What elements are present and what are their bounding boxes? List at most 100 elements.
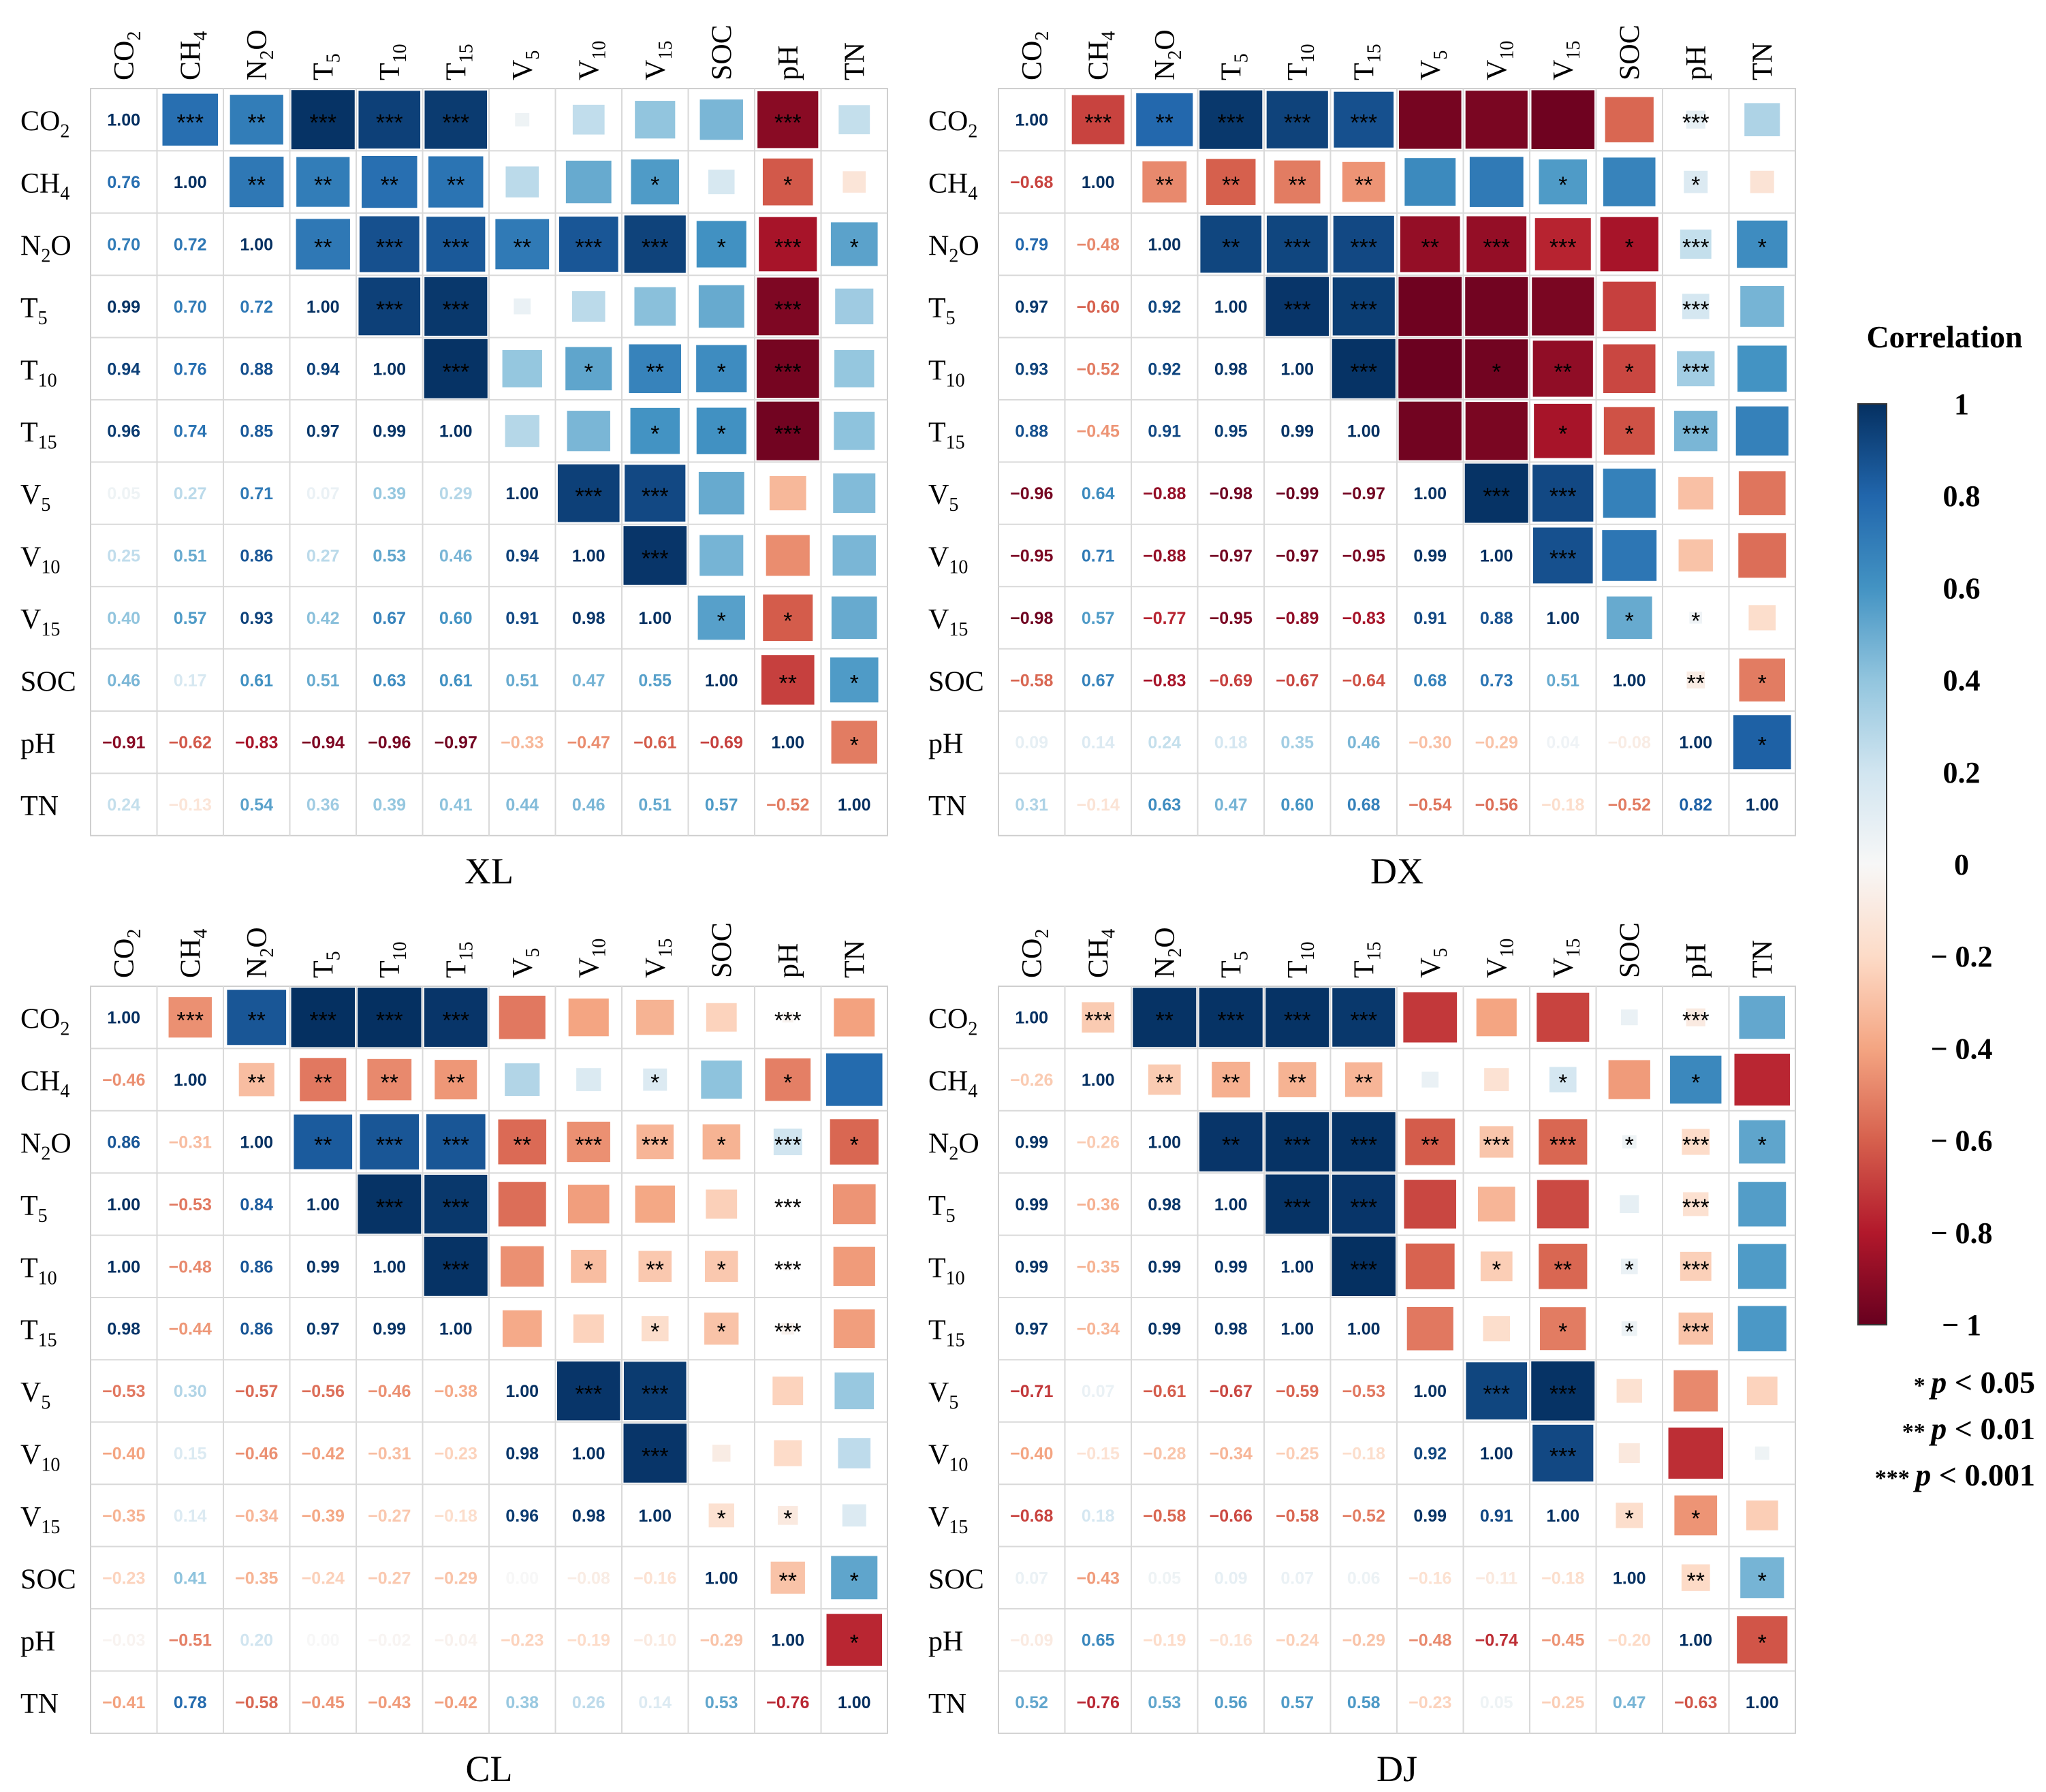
corr-value: 0.36 — [306, 796, 340, 815]
column-label: pH — [1681, 46, 1712, 80]
corr-value: 0.71 — [1082, 547, 1115, 566]
significance-mark: *** — [1284, 110, 1311, 136]
corr-square — [1746, 1500, 1778, 1530]
row-label: T15 — [20, 1315, 57, 1351]
corr-value: 1.00 — [1082, 1071, 1115, 1090]
corr-square — [424, 1236, 488, 1296]
row-label: CO2 — [928, 106, 977, 142]
significance-mark: ** — [1687, 670, 1705, 696]
corr-value: 0.91 — [1413, 609, 1447, 628]
corr-square — [296, 219, 350, 270]
corr-square — [1332, 1236, 1396, 1296]
corr-value: 1.00 — [1746, 1693, 1779, 1712]
corr-square — [1465, 402, 1528, 460]
corr-value: −0.67 — [1276, 671, 1319, 690]
corr-value: 0.64 — [1082, 484, 1115, 503]
corr-square — [565, 347, 612, 391]
significance-mark: ** — [646, 1257, 664, 1283]
corr-square — [1148, 1064, 1181, 1095]
corr-value: 1.00 — [1280, 1320, 1314, 1339]
corr-square — [498, 1119, 547, 1165]
significance-mark: * — [783, 172, 792, 198]
corr-square — [757, 91, 819, 148]
significance-mark: *** — [442, 110, 469, 136]
corr-square — [765, 1058, 811, 1101]
corr-square — [1737, 220, 1788, 268]
corr-value: 0.94 — [107, 360, 140, 379]
corr-value: 0.46 — [107, 671, 140, 690]
corr-square — [1603, 281, 1656, 332]
significance-mark: *** — [774, 235, 802, 261]
corr-value: 0.24 — [1148, 734, 1181, 753]
corr-square — [623, 1424, 687, 1483]
corr-value: 0.99 — [1015, 1133, 1048, 1152]
corr-value: 0.25 — [107, 547, 140, 566]
significance-mark: * — [1758, 1568, 1767, 1594]
corr-value: 1.00 — [1214, 1195, 1248, 1214]
corr-value: −0.89 — [1276, 609, 1319, 628]
corr-value: −0.35 — [235, 1569, 278, 1588]
corr-square — [708, 170, 735, 195]
corr-square — [1674, 411, 1718, 452]
significance-mark: * — [1758, 670, 1767, 696]
color-legend: Correlation 1 0.8 0.6 0.4 0.2 0 − 0.2 − 0.4 − 0.… — [1857, 319, 2035, 1492]
corr-value: 1.00 — [107, 111, 140, 130]
corr-value: −0.46 — [368, 1382, 411, 1401]
corr-value: −0.26 — [1077, 1133, 1120, 1152]
corr-value: 0.99 — [1148, 1320, 1181, 1339]
row-label: V15 — [928, 604, 968, 640]
corr-value: 1.00 — [771, 734, 804, 753]
corr-square — [1465, 339, 1528, 398]
corr-square — [1683, 1192, 1709, 1216]
significance-mark: *** — [575, 484, 602, 509]
corr-square — [1465, 91, 1528, 149]
corr-square — [701, 1060, 742, 1099]
corr-square — [1265, 277, 1329, 336]
corr-square — [1684, 170, 1708, 193]
significance-mark: *** — [376, 1133, 403, 1159]
significance-mark: ** — [248, 110, 266, 136]
corr-value: −0.31 — [368, 1445, 411, 1464]
corr-square — [1622, 1135, 1637, 1149]
column-label: T10 — [375, 44, 411, 80]
corr-square — [1739, 1120, 1786, 1164]
corr-value: −0.56 — [1475, 796, 1518, 815]
corr-square — [1333, 215, 1394, 273]
corr-square — [227, 990, 287, 1046]
corr-square — [1539, 1244, 1588, 1289]
corr-value: −0.97 — [1276, 547, 1319, 566]
row-label: SOC — [20, 1564, 76, 1595]
significance-mark: * — [850, 235, 859, 261]
corr-value: 0.98 — [505, 1445, 539, 1464]
corr-square — [1746, 1377, 1778, 1406]
corr-value: 0.93 — [1015, 360, 1048, 379]
significance-legend-item: *** p < 0.001 — [1875, 1458, 2035, 1492]
corr-square — [1136, 93, 1193, 146]
column-label: T5 — [308, 951, 344, 978]
corr-value: −0.26 — [1010, 1071, 1053, 1090]
corr-square — [1744, 103, 1780, 137]
corr-square — [1398, 90, 1462, 149]
significance-mark: * — [650, 422, 659, 447]
corr-value: −0.64 — [1342, 671, 1385, 690]
corr-square — [1071, 95, 1124, 144]
corr-square — [704, 1251, 738, 1283]
row-label: CH4 — [20, 168, 69, 204]
corr-value: 0.88 — [240, 360, 273, 379]
column-label: TN — [1747, 940, 1778, 978]
row-label: N2O — [20, 1129, 72, 1165]
corr-square — [1398, 339, 1462, 398]
corr-value: 0.57 — [174, 609, 207, 628]
corr-square — [567, 411, 610, 452]
corr-value: −0.67 — [1210, 1382, 1253, 1401]
corr-value: −0.08 — [1608, 734, 1651, 753]
corr-square — [1677, 351, 1715, 387]
corr-square — [291, 90, 355, 150]
corr-value: 0.86 — [240, 1257, 273, 1276]
row-label: pH — [20, 729, 55, 760]
corr-value: −0.54 — [1408, 796, 1451, 815]
row-label: CO2 — [20, 1004, 69, 1040]
significance-mark: ** — [1222, 1070, 1240, 1096]
corr-square — [426, 217, 486, 272]
corr-square — [294, 1114, 353, 1169]
